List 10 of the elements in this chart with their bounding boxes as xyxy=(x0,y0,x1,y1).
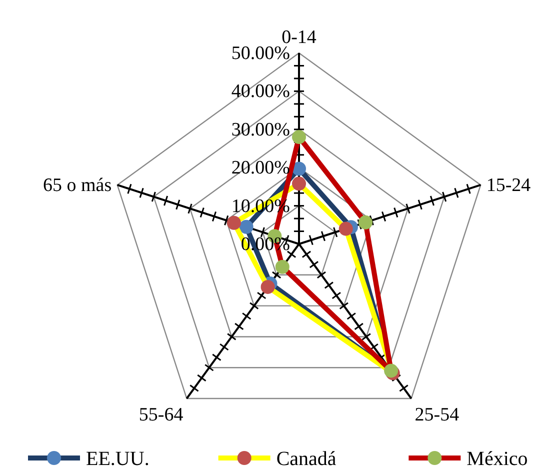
legend-label: EE.UU. xyxy=(86,448,150,470)
spoke-label: 25-54 xyxy=(414,404,460,426)
y-tick-label: 30.00% xyxy=(231,119,290,140)
spoke-label: 65 o más xyxy=(43,174,112,196)
spoke-label: 55-64 xyxy=(138,404,184,426)
y-tick-label: 20.00% xyxy=(231,158,290,179)
legend-label: Canadá xyxy=(276,448,336,470)
legend-label: México xyxy=(466,448,528,470)
spoke-label: 15-24 xyxy=(486,174,532,196)
y-tick-label: 40.00% xyxy=(231,81,290,102)
